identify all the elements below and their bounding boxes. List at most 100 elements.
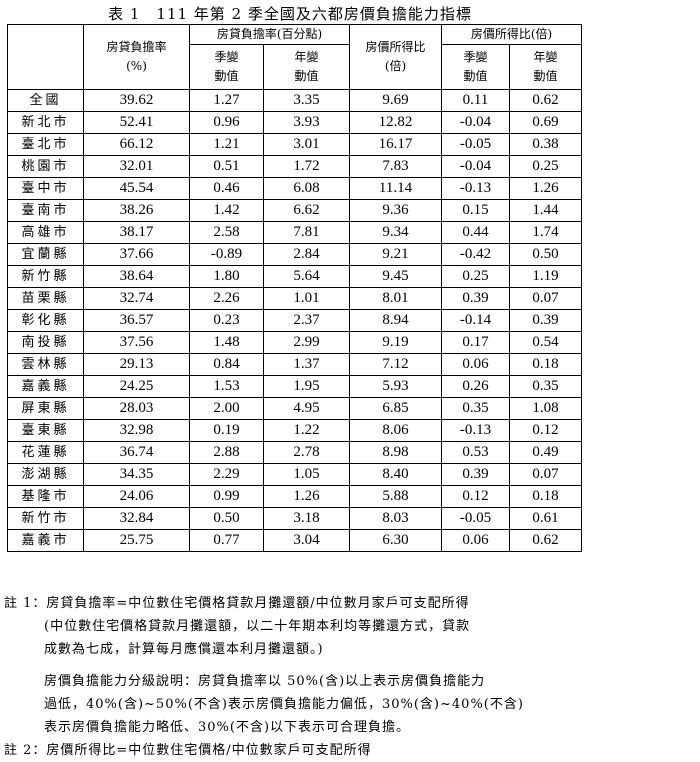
table-cell: 9.45 [349, 265, 442, 288]
table-cell: 1.26 [509, 177, 582, 200]
table-cell: 3.01 [263, 133, 350, 156]
label: 動值 [294, 69, 319, 83]
region-name: 桃園市 [7, 155, 84, 178]
table-cell: 1.53 [189, 375, 264, 398]
region-name: 臺南市 [7, 199, 84, 222]
table-cell: -0.42 [441, 243, 510, 266]
table-cell: 0.77 [189, 529, 264, 552]
table-row: 屏東縣 28.03 2.00 4.95 6.85 0.35 1.08 [7, 397, 582, 420]
table-cell: 36.57 [83, 309, 190, 332]
table-cell: 8.40 [349, 463, 442, 486]
table-cell: 37.66 [83, 243, 190, 266]
table-cell: 0.44 [441, 221, 510, 244]
table-cell: 0.53 [441, 441, 510, 464]
table-row: 彰化縣 36.57 0.23 2.37 8.94 -0.14 0.39 [7, 309, 582, 332]
table-cell: 7.83 [349, 155, 442, 178]
region-name: 臺東縣 [7, 419, 84, 442]
table-cell: 2.00 [189, 397, 264, 420]
table-cell: 0.61 [509, 507, 582, 530]
table-cell: 37.56 [83, 331, 190, 354]
header-ratio-change: 房價所得比(倍) [441, 24, 582, 45]
table-cell: 0.07 [509, 287, 582, 310]
header-ratio-qoq: 季變 動值 [441, 44, 510, 90]
table-cell: 45.54 [83, 177, 190, 200]
region-name: 澎湖縣 [7, 463, 84, 486]
table-cell: 2.58 [189, 221, 264, 244]
table-cell: 0.69 [509, 111, 582, 134]
region-name: 南投縣 [7, 331, 84, 354]
table-cell: 9.34 [349, 221, 442, 244]
table-cell: 2.37 [263, 309, 350, 332]
region-name: 新竹縣 [7, 265, 84, 288]
table-title: 表 1 111 年第 2 季全國及六都房價負擔能力指標 [108, 5, 472, 23]
table-cell: 0.15 [441, 199, 510, 222]
table-cell: 8.98 [349, 441, 442, 464]
table-cell: 9.69 [349, 89, 442, 112]
table-cell: 0.39 [509, 309, 582, 332]
region-name: 嘉義市 [7, 529, 84, 552]
header-rate-unit: (%) [126, 59, 147, 73]
table-cell: 5.64 [263, 265, 350, 288]
region-name: 宜蘭縣 [7, 243, 84, 266]
table-cell: 1.74 [509, 221, 582, 244]
table-cell: 6.30 [349, 529, 442, 552]
table-cell: 2.99 [263, 331, 350, 354]
table-cell: 0.50 [189, 507, 264, 530]
table-cell: 0.06 [441, 529, 510, 552]
table-row: 臺北市 66.12 1.21 3.01 16.17 -0.05 0.38 [7, 133, 582, 156]
label: 動值 [214, 69, 239, 83]
table-cell: 38.64 [83, 265, 190, 288]
table-cell: 32.84 [83, 507, 190, 530]
table-cell: 1.22 [263, 419, 350, 442]
label: 年變 [294, 50, 319, 64]
table-cell: 1.19 [509, 265, 582, 288]
table-cell: 9.19 [349, 331, 442, 354]
table-cell: 6.08 [263, 177, 350, 200]
table-cell: 1.80 [189, 265, 264, 288]
table-row: 臺東縣 32.98 0.19 1.22 8.06 -0.13 0.12 [7, 419, 582, 442]
table-cell: -0.05 [441, 507, 510, 530]
table-cell: 1.26 [263, 485, 350, 508]
table-cell: 38.17 [83, 221, 190, 244]
note-1-line: (中位數住宅價格貸款月攤還額，以二十年期本利均等攤還方式，貸款 [44, 619, 471, 634]
table-cell: -0.04 [441, 155, 510, 178]
table-cell: -0.89 [189, 243, 264, 266]
table-row: 新北市 52.41 0.96 3.93 12.82 -0.04 0.69 [7, 111, 582, 134]
label: 季變 [463, 50, 488, 64]
header-rate-yoy: 年變 動值 [263, 44, 350, 90]
table-cell: 1.95 [263, 375, 350, 398]
table-cell: 39.62 [83, 89, 190, 112]
table-row: 嘉義市 25.75 0.77 3.04 6.30 0.06 0.62 [7, 529, 582, 552]
table-cell: -0.14 [441, 309, 510, 332]
table-cell: 7.12 [349, 353, 442, 376]
table-cell: 0.26 [441, 375, 510, 398]
table-cell: 28.03 [83, 397, 190, 420]
table-cell: 2.78 [263, 441, 350, 464]
table-cell: 0.18 [509, 353, 582, 376]
table-cell: 8.94 [349, 309, 442, 332]
table-row: 桃園市 32.01 0.51 1.72 7.83 -0.04 0.25 [7, 155, 582, 178]
table-cell: 5.88 [349, 485, 442, 508]
table-cell: 0.25 [509, 155, 582, 178]
region-name: 全國 [7, 89, 84, 112]
table-row: 嘉義縣 24.25 1.53 1.95 5.93 0.26 0.35 [7, 375, 582, 398]
table-cell: 36.74 [83, 441, 190, 464]
table-cell: 6.85 [349, 397, 442, 420]
table-row: 新竹縣 38.64 1.80 5.64 9.45 0.25 1.19 [7, 265, 582, 288]
table-row: 苗栗縣 32.74 2.26 1.01 8.01 0.39 0.07 [7, 287, 582, 310]
note-1-line: 過低，40%(含)~50%(不含)表示房價負擔能力偏低，30%(含)~40%(不… [44, 697, 524, 712]
table-cell: -0.05 [441, 133, 510, 156]
table-row: 雲林縣 29.13 0.84 1.37 7.12 0.06 0.18 [7, 353, 582, 376]
region-name: 雲林縣 [7, 353, 84, 376]
region-name: 新竹市 [7, 507, 84, 530]
table-cell: 66.12 [83, 133, 190, 156]
region-name: 苗栗縣 [7, 287, 84, 310]
table-cell: 52.41 [83, 111, 190, 134]
table-cell: -0.13 [441, 177, 510, 200]
table-cell: 1.08 [509, 397, 582, 420]
header-ratio-unit: (倍) [384, 59, 407, 73]
table-cell: 1.44 [509, 199, 582, 222]
table-cell: 0.07 [509, 463, 582, 486]
table-cell: 1.05 [263, 463, 350, 486]
table-cell: 0.12 [441, 485, 510, 508]
